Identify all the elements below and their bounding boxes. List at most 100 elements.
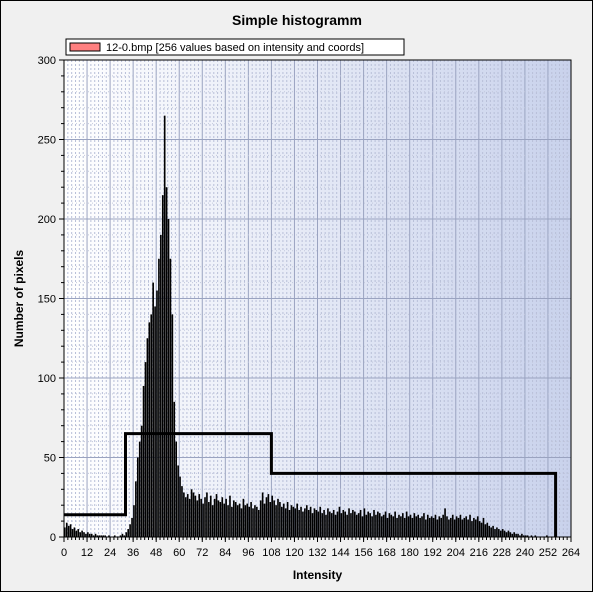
histogram-bar <box>288 509 291 537</box>
histogram-bar <box>152 282 154 537</box>
histogram-bar <box>530 535 533 537</box>
x-axis-label: Intensity <box>293 568 343 582</box>
histogram-bar <box>113 535 116 537</box>
histogram-bar <box>186 494 189 537</box>
histogram-bar <box>213 498 216 537</box>
histogram-bar <box>64 527 66 537</box>
histogram-bar <box>158 258 160 537</box>
histogram-bar <box>129 524 131 537</box>
x-tick-label: 252 <box>539 547 557 559</box>
histogram-bar <box>131 517 133 537</box>
histogram-bar <box>181 486 183 537</box>
histogram-bar <box>165 187 168 537</box>
x-tick-label: 156 <box>354 547 372 559</box>
histogram-bar <box>459 514 462 537</box>
histogram-bar <box>323 509 325 537</box>
histogram-bar <box>378 513 381 537</box>
histogram-bar <box>486 522 489 537</box>
histogram-bar <box>156 290 158 537</box>
histogram-bar <box>144 362 147 537</box>
histogram-bar <box>104 535 106 537</box>
histogram-bar <box>140 425 143 537</box>
histogram-bar <box>317 511 320 537</box>
histogram-bar <box>353 511 356 537</box>
histogram-bar <box>496 527 498 537</box>
y-tick-label: 300 <box>38 55 56 67</box>
histogram-bar <box>444 508 446 537</box>
histogram-bar <box>256 506 258 537</box>
histogram-bar <box>344 511 347 537</box>
histogram-bar <box>336 511 339 537</box>
histogram-bar <box>221 497 224 537</box>
histogram-bar <box>499 530 502 537</box>
histogram-bar <box>71 529 74 537</box>
x-tick-label: 108 <box>262 547 280 559</box>
histogram-bar <box>200 498 202 537</box>
histogram-bar <box>467 519 469 537</box>
histogram-bar <box>198 494 201 537</box>
y-tick-label: 100 <box>38 373 56 385</box>
histogram-bar <box>315 509 318 537</box>
histogram-bar <box>179 476 181 537</box>
histogram-bar <box>330 513 333 537</box>
histogram-bar <box>194 495 197 537</box>
histogram-bar <box>85 533 87 537</box>
histogram-bar <box>246 503 249 537</box>
histogram-bar <box>259 500 262 537</box>
histogram-bar <box>319 506 322 537</box>
histogram-bar <box>321 513 323 537</box>
histogram-bar <box>480 522 483 537</box>
threshold-step-line <box>64 432 558 537</box>
x-tick-label: 36 <box>127 547 139 559</box>
histogram-bar <box>102 535 105 537</box>
histogram-bar <box>451 514 454 537</box>
histogram-bar <box>196 500 199 537</box>
histogram-bar <box>108 535 110 537</box>
legend-label: 12-0.bmp [256 values based on intensity … <box>106 42 364 54</box>
histogram-bar <box>136 457 139 537</box>
histogram-bar <box>329 511 331 537</box>
histogram-bar <box>469 514 471 537</box>
histogram-bar <box>448 519 450 537</box>
histogram-bar <box>419 517 421 537</box>
y-tick-label: 200 <box>38 214 56 226</box>
histogram-bar <box>217 500 220 537</box>
histogram-bar <box>426 514 429 537</box>
histogram-bar <box>352 509 354 537</box>
histogram-bar <box>257 509 260 537</box>
x-tick-label: 12 <box>81 547 93 559</box>
histogram-bar <box>450 517 452 537</box>
histogram-bar <box>167 219 170 537</box>
histogram-bar <box>190 489 193 537</box>
histogram-bar <box>509 532 512 537</box>
x-tick-label: 120 <box>285 547 303 559</box>
histogram-bar <box>88 533 91 537</box>
histogram-bar <box>375 514 377 537</box>
x-tick-label: 204 <box>447 547 465 559</box>
x-tick-label: 72 <box>196 547 208 559</box>
histogram-bar <box>234 502 237 537</box>
histogram-bar <box>524 535 527 537</box>
histogram-bar <box>490 527 492 537</box>
histogram-bar <box>265 497 268 537</box>
histogram-bar <box>263 503 266 537</box>
histogram-bar <box>440 517 443 537</box>
histogram-bar <box>471 521 473 537</box>
histogram-bar <box>206 492 208 537</box>
legend: 12-0.bmp [256 values based on intensity … <box>65 38 405 56</box>
histogram-bar <box>455 516 458 537</box>
histogram-bar <box>275 505 277 537</box>
histogram-bar <box>73 527 76 537</box>
histogram-bar <box>503 530 506 537</box>
histogram-bar <box>482 517 485 537</box>
histogram-bar <box>400 516 402 537</box>
histogram-bar <box>300 506 302 537</box>
histogram-bar <box>463 517 466 537</box>
x-tick-label: 168 <box>377 547 395 559</box>
histogram-bar <box>138 441 141 537</box>
x-tick-label: 180 <box>401 547 419 559</box>
histogram-bar <box>365 514 368 537</box>
x-tick-label: 192 <box>424 547 442 559</box>
histogram-bar <box>284 508 287 537</box>
